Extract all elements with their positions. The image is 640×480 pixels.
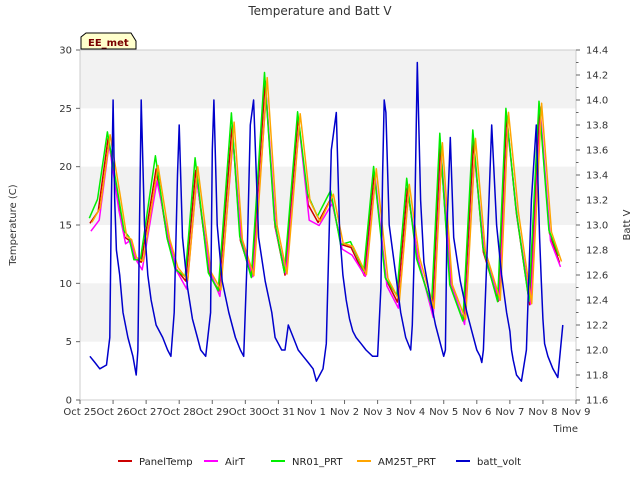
x-tick-label: Nov 2 bbox=[330, 407, 359, 418]
y-tick-label: 20 bbox=[59, 162, 72, 173]
x-tick-label: Nov 9 bbox=[561, 407, 590, 418]
grid-bands bbox=[80, 50, 576, 342]
series-line-AM25T_PRT bbox=[91, 76, 563, 321]
y-axis-label: Temperature (C) bbox=[8, 184, 19, 266]
y2-tick-label: 14.4 bbox=[586, 46, 608, 57]
y2-tick-label: 14.0 bbox=[586, 96, 608, 107]
legend-label: NR01_PRT bbox=[292, 457, 343, 468]
x-tick-label: Oct 27 bbox=[130, 407, 163, 418]
x-tick-label: Oct 25 bbox=[63, 407, 96, 418]
y2-tick-label: 13.0 bbox=[586, 221, 608, 232]
y2-tick-label: 12.8 bbox=[586, 246, 608, 257]
x-tick-label: Nov 5 bbox=[429, 407, 458, 418]
y-axis-right: 11.6 11.8 12.0 12.2 12.4 12.6 12.8 13.0 13.2 13.4… bbox=[576, 46, 608, 407]
y2-tick-label: 13.6 bbox=[586, 146, 608, 157]
y-tick-label: 0 bbox=[66, 396, 72, 407]
x-axis: Oct 25 Oct 26 Oct 27 Oct 28 Oct 29 Oct 30 Oct … bbox=[63, 400, 591, 418]
y2-tick-label: 12.4 bbox=[586, 296, 608, 307]
station-label: EE_met bbox=[88, 38, 129, 49]
legend-label: batt_volt bbox=[477, 457, 521, 468]
legend-label: PanelTemp bbox=[139, 457, 193, 468]
x-axis-label: Time bbox=[553, 424, 578, 435]
y2-tick-label: 13.2 bbox=[586, 196, 608, 207]
y-tick-label: 30 bbox=[59, 46, 72, 57]
y2-tick-label: 13.4 bbox=[586, 171, 608, 182]
x-tick-label: Nov 6 bbox=[462, 407, 491, 418]
x-tick-label: Oct 28 bbox=[163, 407, 196, 418]
legend-label: AirT bbox=[225, 457, 246, 468]
legend-label: AM25T_PRT bbox=[378, 457, 437, 468]
y2-tick-label: 12.0 bbox=[586, 346, 608, 357]
x-tick-label: Nov 4 bbox=[396, 407, 425, 418]
y2-tick-label: 11.8 bbox=[586, 371, 608, 382]
grid-band bbox=[80, 50, 576, 109]
station-label-box: EE_met bbox=[80, 32, 137, 50]
y-tick-label: 5 bbox=[66, 337, 72, 348]
series-line-batt_volt bbox=[89, 61, 564, 382]
x-tick-label: Oct 30 bbox=[229, 407, 262, 418]
chart-title: Temperature and Batt V bbox=[247, 4, 392, 18]
series-layer bbox=[88, 61, 564, 382]
x-tick-label: Nov 7 bbox=[495, 407, 524, 418]
x-tick-label: Nov 3 bbox=[363, 407, 392, 418]
legend: PanelTemp AirT NR01_PRT AM25T_PRT batt_volt bbox=[118, 457, 521, 468]
x-tick-label: Oct 26 bbox=[96, 407, 129, 418]
y2-tick-label: 12.2 bbox=[586, 321, 608, 332]
y-axis-left: 0 5 10 15 20 25 30 bbox=[59, 46, 80, 407]
y2-tick-label: 14.2 bbox=[586, 71, 608, 82]
y2-tick-label: 13.8 bbox=[586, 121, 608, 132]
y-tick-label: 15 bbox=[59, 221, 72, 232]
x-tick-label: Oct 29 bbox=[196, 407, 229, 418]
y2-tick-label: 12.6 bbox=[586, 271, 608, 282]
x-tick-label: Oct 31 bbox=[262, 407, 295, 418]
y2-axis-label: Batt V bbox=[622, 209, 633, 240]
station-label-shape bbox=[80, 32, 137, 50]
x-tick-label: Nov 8 bbox=[528, 407, 557, 418]
y-tick-label: 25 bbox=[59, 104, 72, 115]
y2-tick-label: 11.6 bbox=[586, 396, 608, 407]
x-tick-label: Nov 1 bbox=[297, 407, 326, 418]
y-tick-label: 10 bbox=[59, 279, 72, 290]
